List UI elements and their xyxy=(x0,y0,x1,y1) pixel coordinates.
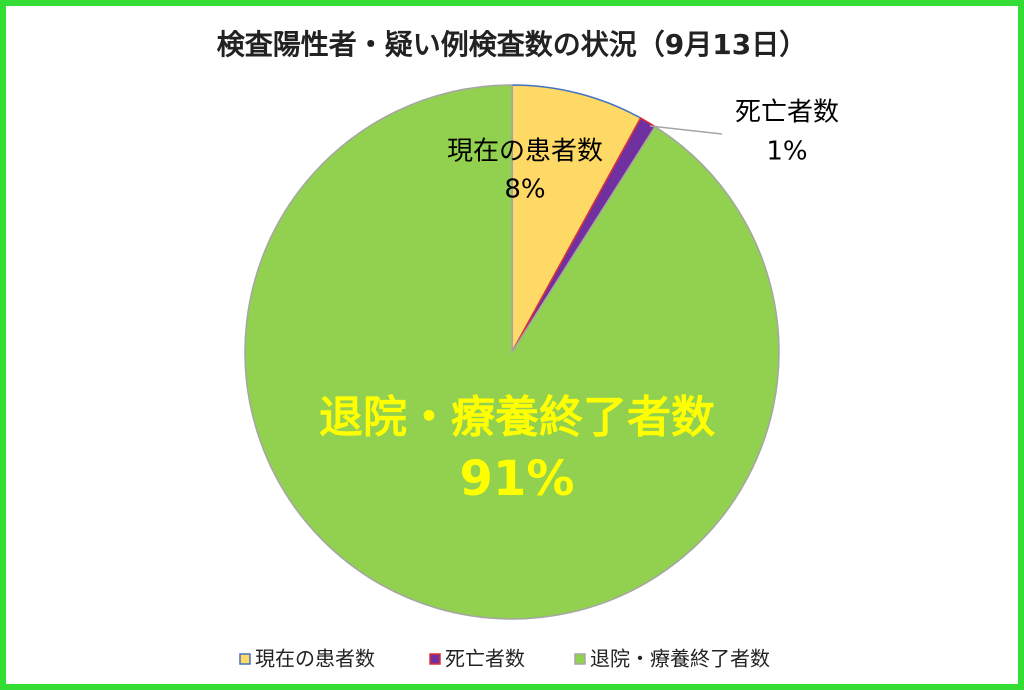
slice-label: 死亡者数 xyxy=(735,98,839,128)
pie-slice xyxy=(244,84,780,620)
chart-title: 検査陽性者・疑い例検査数の状況（9月13日） xyxy=(217,28,807,61)
pie-slice xyxy=(511,84,642,353)
slice-value-label: 1% xyxy=(766,137,807,167)
legend-marker xyxy=(574,653,586,665)
slice-label: 退院・療養終了者数 xyxy=(319,392,715,443)
legend-label: 現在の患者数 xyxy=(255,647,375,671)
slice-value-label: 8% xyxy=(504,175,545,205)
legend-marker xyxy=(239,653,251,665)
legend-label: 退院・療養終了者数 xyxy=(590,647,770,671)
leader-line xyxy=(649,125,723,135)
slice-label: 現在の患者数 xyxy=(447,137,603,167)
legend-label: 死亡者数 xyxy=(445,647,525,671)
legend-marker xyxy=(429,653,441,665)
slice-value-label: 91% xyxy=(460,451,575,507)
